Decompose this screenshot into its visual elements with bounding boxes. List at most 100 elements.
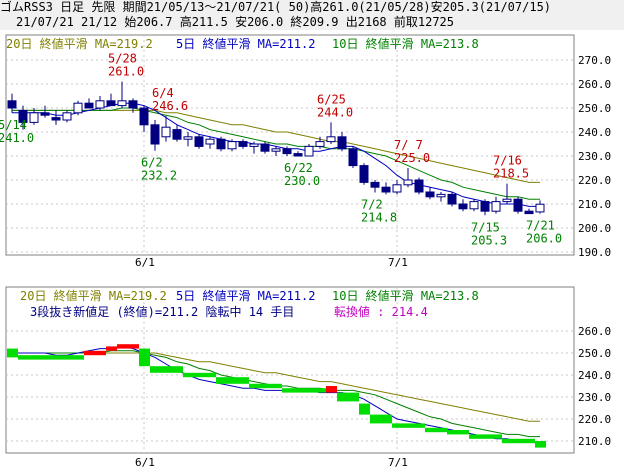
down-block	[425, 427, 447, 433]
ma-legend-10: 10日 終値平滑 MA=213.8	[332, 36, 479, 51]
candle-body	[194, 136, 204, 147]
candle-body	[271, 148, 281, 152]
candle-body	[51, 117, 61, 121]
kagi-info: 3段抜き新値足 (終値)=211.2 陰転中 14 手目	[30, 304, 294, 319]
low-price-label: 206.0	[526, 232, 562, 246]
candle-body	[458, 203, 468, 210]
kagi-y-tick-label: 220.0	[578, 413, 611, 426]
price-y-tick-label: 190.0	[578, 246, 611, 259]
low-price-label: 205.3	[471, 233, 507, 247]
kagi-legend-ma10: 10日 終値平滑 MA=213.8	[332, 288, 479, 303]
down-block	[337, 392, 359, 402]
price-grid	[6, 35, 574, 255]
candle-body	[62, 112, 72, 121]
high-price-label: 225.0	[394, 151, 430, 165]
down-block	[139, 348, 150, 367]
down-block	[18, 355, 84, 360]
kagi-y-tick-label: 230.0	[578, 391, 611, 404]
ma-legend-20: 20日 終値平滑 MA=219.2	[6, 36, 153, 51]
high-price-label: 244.0	[317, 105, 353, 119]
down-block	[150, 366, 183, 373]
candle-body	[293, 153, 303, 157]
candle-body	[84, 102, 94, 109]
price-y-tick-label: 270.0	[578, 54, 611, 67]
candle-body	[480, 201, 490, 212]
kagi-legend-ma5: 5日 終値平滑 MA=211.2	[176, 288, 315, 303]
price-y-tick-label: 220.0	[578, 174, 611, 187]
high-price-label: 246.6	[152, 99, 188, 113]
candle-body	[414, 179, 424, 193]
candle-body	[161, 126, 171, 138]
candle-body	[95, 100, 105, 109]
kagi-turn-value: 転換値 : 214.4	[334, 304, 428, 319]
kagi-legend-ma20: 20日 終値平滑 MA=219.2	[20, 288, 167, 303]
high-date-label: 6/4	[152, 86, 174, 100]
candle-body	[205, 138, 215, 145]
candle-body	[40, 112, 50, 116]
price-y-tick-label: 230.0	[578, 150, 611, 163]
candle-body	[425, 191, 435, 198]
ma-legend-5: 5日 終値平滑 MA=211.2	[176, 36, 315, 51]
candle-body	[535, 203, 545, 213]
price-y-axis: 190.0 200.0 210.0 220.0 230.0 240.0 250.0 260.0…	[578, 54, 611, 259]
down-block	[7, 348, 18, 358]
candle-body	[348, 148, 358, 167]
header-line-1: ゴムRSS3 日足 先限 期間21/05/13～21/07/21( 50)高26…	[0, 0, 624, 15]
down-block	[216, 377, 249, 384]
kagi-y-tick-label: 210.0	[578, 435, 611, 448]
candle-body	[139, 107, 149, 126]
low-date-label: 7/2	[361, 197, 383, 211]
candle-body	[326, 136, 336, 143]
candle-body	[392, 184, 402, 193]
candle-body	[183, 136, 193, 140]
header-line-2: 21/07/21 21/12 始206.7 高211.5 安206.0 終209…	[0, 15, 624, 30]
candle-body	[370, 181, 380, 188]
low-date-label: 6/2	[141, 156, 163, 170]
candle-body	[150, 124, 160, 145]
candle-body	[315, 141, 325, 147]
kagi-panel-frame	[5, 286, 575, 454]
down-block	[183, 372, 216, 378]
down-block	[447, 430, 469, 435]
price-y-tick-label: 250.0	[578, 102, 611, 115]
kagi-y-tick-label: 250.0	[578, 347, 611, 360]
high-price-label: 261.0	[108, 65, 144, 79]
high-price-label: 218.5	[493, 167, 529, 181]
candle-body	[106, 100, 116, 107]
kagi-x-tick-label: 6/1	[135, 456, 155, 469]
candle-body	[128, 100, 138, 109]
price-x-tick-label: 6/1	[135, 256, 155, 269]
low-price-label: 241.0	[0, 131, 34, 145]
candle-body	[524, 210, 534, 215]
three-line-break-blocks	[7, 344, 546, 448]
candle-body	[227, 141, 237, 150]
candle-body	[18, 109, 28, 123]
up-block	[106, 346, 117, 351]
low-date-label: 6/22	[284, 161, 313, 175]
candle-body	[436, 193, 446, 198]
header-title: ゴムRSS3 日足 先限 期間21/05/13～21/07/21( 50)高26…	[0, 0, 552, 14]
price-y-tick-label: 260.0	[578, 78, 611, 91]
candlesticks	[7, 81, 545, 216]
candle-body	[260, 143, 270, 152]
candle-body	[403, 179, 413, 186]
kagi-x-tick-label: 7/1	[388, 456, 408, 469]
down-block	[359, 403, 370, 415]
candle-body	[249, 143, 259, 147]
low-date-label: 7/15	[471, 220, 500, 234]
candle-body	[216, 138, 226, 150]
candle-body	[447, 193, 457, 205]
kagi-x-axis: 6/1 7/1	[135, 456, 408, 469]
price-y-tick-label: 210.0	[578, 198, 611, 211]
price-y-tick-label: 200.0	[578, 222, 611, 235]
candle-body	[117, 100, 127, 107]
low-price-label: 230.0	[284, 174, 320, 188]
high-date-label: 5/28	[108, 52, 137, 66]
down-block	[282, 388, 326, 393]
candle-body	[502, 198, 512, 203]
kagi-y-tick-label: 240.0	[578, 369, 611, 382]
low-price-label: 232.2	[141, 169, 177, 183]
candle-body	[359, 165, 369, 183]
